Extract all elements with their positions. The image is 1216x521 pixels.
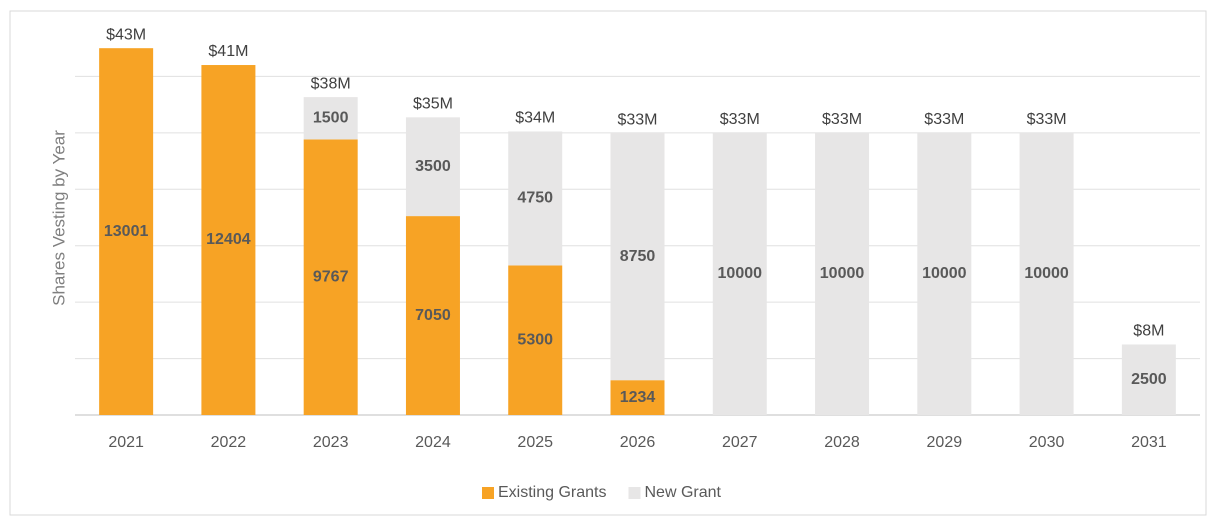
x-tick-label: 2022 [211, 434, 247, 451]
total-label: $41M [208, 43, 248, 60]
x-tick-label: 2021 [108, 434, 144, 451]
bar-segment [201, 65, 256, 415]
data-label: 10000 [718, 265, 763, 282]
data-label: 7050 [415, 307, 451, 324]
total-label: $8M [1133, 323, 1164, 340]
legend-label: New Grant [644, 484, 721, 501]
bar-segment [610, 133, 665, 381]
x-tick-label: 2031 [1131, 434, 1167, 451]
x-tick-label: 2029 [927, 434, 963, 451]
legend-swatch [628, 487, 641, 499]
chart-border [9, 10, 1207, 516]
total-label: $34M [515, 110, 555, 127]
y-axis-label: Shares Vesting by Year [49, 130, 68, 306]
bar-segment [1121, 344, 1176, 415]
bar-segment [99, 48, 154, 416]
bar-segment [303, 139, 358, 415]
total-label: $43M [106, 26, 146, 43]
x-tick-label: 2025 [517, 434, 553, 451]
data-label: 3500 [415, 158, 451, 175]
legend-swatch [482, 487, 494, 499]
total-label: $33M [1027, 111, 1067, 128]
data-label: 10000 [922, 265, 967, 282]
total-label: $33M [617, 112, 657, 129]
x-tick-label: 2023 [313, 434, 349, 451]
data-label: 5300 [517, 331, 553, 348]
total-label: $38M [311, 75, 351, 92]
data-label: 13001 [104, 223, 149, 240]
data-label: 4750 [517, 190, 553, 207]
bar-segment [405, 216, 460, 415]
bar-segment [712, 132, 767, 415]
total-label: $33M [924, 111, 964, 128]
x-tick-label: 2024 [415, 434, 451, 451]
data-label: 8750 [620, 248, 656, 265]
data-label: 1234 [620, 389, 656, 406]
x-tick-label: 2030 [1029, 434, 1065, 451]
data-label: 10000 [1024, 265, 1069, 282]
data-label: 2500 [1131, 371, 1167, 388]
bar-segment [508, 265, 563, 415]
bar-segment [303, 97, 358, 140]
bar-segment [815, 132, 870, 415]
x-tick-label: 2027 [722, 434, 758, 451]
total-label: $33M [822, 111, 862, 128]
bar-segment [610, 380, 665, 415]
total-label: $33M [720, 111, 760, 128]
legend-label: Existing Grants [498, 484, 606, 501]
bar-segment [405, 117, 460, 217]
data-label: 12404 [206, 231, 251, 248]
bar-segment [917, 132, 972, 415]
data-label: 9767 [313, 268, 349, 285]
bar-segment [1019, 132, 1074, 415]
data-label: 1500 [313, 109, 349, 126]
bar-segment [508, 131, 563, 266]
total-label: $35M [413, 96, 453, 113]
x-tick-label: 2026 [620, 434, 656, 451]
data-label: 10000 [820, 265, 865, 282]
x-tick-label: 2028 [824, 434, 860, 451]
